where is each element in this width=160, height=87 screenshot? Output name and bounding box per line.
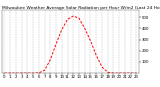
Text: Milwaukee Weather Average Solar Radiation per Hour W/m2 (Last 24 Hours): Milwaukee Weather Average Solar Radiatio… — [2, 6, 160, 10]
